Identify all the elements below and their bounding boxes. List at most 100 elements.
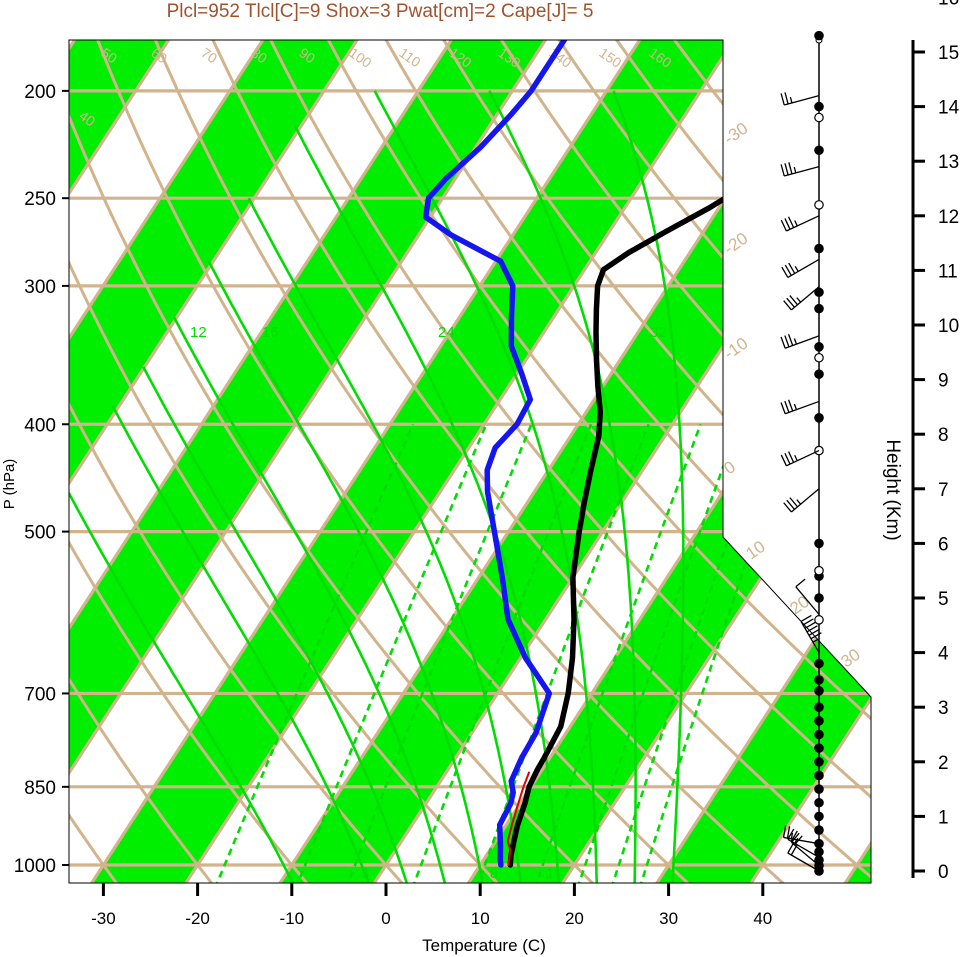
isotherm-label: -10 [720,334,751,364]
sounding-level-marker [814,702,824,712]
pressure-tick-label: 850 [24,778,56,799]
height-axis: 012345678910111213141516 [911,0,960,883]
wind-barb-flag [787,451,795,463]
sounding-level-marker [814,342,824,352]
wind-barb-flag [784,452,791,465]
wind-barb-flag [780,164,785,177]
sounding-level-marker [814,811,824,822]
wind-barb-flag [784,218,791,230]
sounding-level-marker [814,716,824,726]
sounding-level-marker [814,686,824,696]
parcel-trace [506,771,530,866]
sounding-level-marker [814,825,824,835]
wind-barb-flag [786,499,795,510]
height-tick-label: 0 [938,862,949,883]
plot-frame [68,39,872,884]
wind-barb-staff [786,449,820,467]
dry-adiabat-line [69,40,218,883]
wind-barb-staff [795,586,820,615]
x-tick-label: 20 [565,909,584,928]
moist-adiabat-label: 32 [650,324,667,341]
mixing-ratio-line [294,423,488,883]
wind-barb-staff [791,286,820,311]
mixing-ratio-line [638,423,796,883]
moist-adiabat-line [293,125,561,883]
wind-barb-half-flag [794,455,798,461]
pressure-tick-label: 400 [24,415,56,436]
wind-barb-flag [780,93,785,106]
green-band [276,40,871,883]
wind-barb-flag [806,625,818,633]
sounding-level-marker [814,538,824,549]
sounding-level-marker [814,847,824,857]
dry-adiabat-line [350,40,871,883]
moist-adiabat-label: 12 [190,324,207,341]
isotherm-label: -30 [720,119,751,149]
wind-barb-flag [808,628,820,636]
dry-adiabat-line [204,40,871,883]
sounding-level-open [814,445,824,456]
mixing-ratio-label: 8 [490,865,498,881]
height-tick-label: 13 [938,152,959,173]
wind-barb-flag [780,219,787,232]
wind-barb-flag [787,828,795,840]
height-tick-label: 14 [938,98,960,119]
wind-barb-flag [784,335,790,348]
height-axis-label: Height (Km) [882,439,903,540]
isotherm-label: -20 [720,229,751,259]
sounding-level-marker [814,770,824,781]
dry-adiabat-line [155,40,871,883]
isotherm-line [69,40,731,883]
height-tick-label: 16 [938,0,959,9]
wind-barb-staff [783,836,820,845]
height-tick-label: 5 [938,589,949,610]
x-tick-label: -10 [280,909,305,928]
height-tick-label: 6 [938,534,949,555]
dry-adiabat-line [399,40,871,883]
wind-barb-half-flag [793,338,798,345]
wind-barb-flag [810,632,822,640]
pressure-tick-label: 1000 [14,856,56,877]
dry-adiabat-line [0,0,25,889]
pressure-tick-label: 300 [24,277,56,298]
mixing-ratio-line [344,423,533,883]
isotherm-label: 20 [786,592,812,618]
moist-adiabat-line [488,90,637,883]
sounding-level-marker [814,30,824,41]
pressure-tick-label: 250 [24,189,56,210]
sounding-level-marker [814,784,824,794]
moist-adiabat-label: 16 [262,324,279,341]
pressure-tick-label: 200 [24,82,56,103]
wind-barb-flag [780,402,786,414]
wind-barb-flag [795,578,806,588]
sounding-level-marker [814,658,824,669]
sounding-level-marker [814,101,824,112]
wind-barb-flag [787,399,794,412]
moist-adiabat-lines [69,90,685,883]
wind-barb-flag [784,400,790,413]
wind-barb-half-flag [794,220,798,227]
wind-barb-half-flag [812,638,819,643]
wind-barb-flag [783,502,792,513]
wind-barb-half-flag [794,837,799,844]
mixing-ratio-label: 3 [361,865,369,881]
dry-adiabat-line [302,40,871,883]
temperature-trace [507,40,871,868]
x-tick-label: 10 [471,909,490,928]
isotherm-label: 10 [742,537,768,563]
wind-barb-staff [800,621,820,653]
wind-barb-staff [784,335,820,349]
height-tick-label: 4 [938,644,949,665]
x-axis-label: Temperature (C) [422,936,546,955]
height-tick-label: 10 [938,316,959,337]
dry-adiabat-line [69,40,695,883]
sounding-level-marker [814,593,824,603]
wind-barb-flag [789,295,799,306]
height-tick-label: 9 [938,371,949,392]
pressure-tick-label: 700 [24,684,56,705]
height-tick-label: 11 [938,261,958,282]
isotherm-line [181,40,871,883]
isotherm-line [652,40,871,883]
sounding-level-marker [814,369,824,379]
wind-barb-flag [789,497,799,508]
